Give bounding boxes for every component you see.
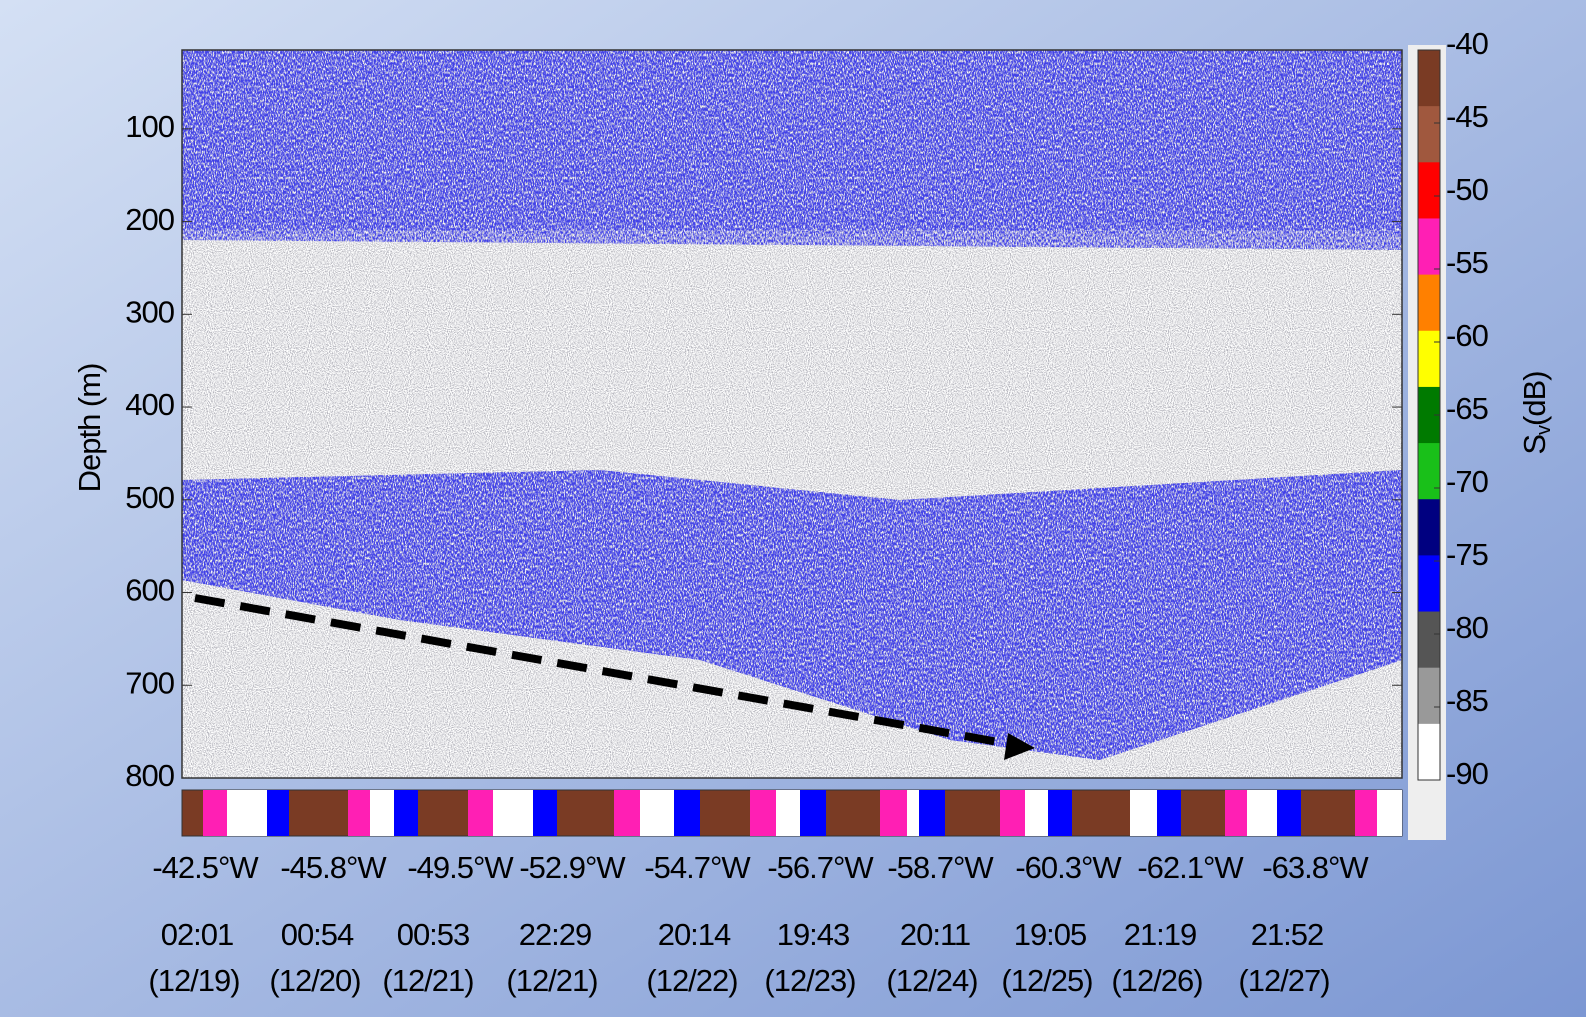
x-date-label: (12/24) bbox=[886, 963, 977, 998]
colorbar-tick-label: -65 bbox=[1446, 391, 1488, 426]
echogram bbox=[181, 49, 1403, 779]
x-date-label: (12/27) bbox=[1238, 963, 1329, 998]
colorbar-band bbox=[1418, 218, 1440, 276]
y-tick-label: 600 bbox=[125, 573, 174, 608]
colorbar-tick-label: -70 bbox=[1446, 464, 1489, 499]
x-time-label: 20:14 bbox=[658, 917, 731, 952]
x-date-label: (12/21) bbox=[506, 963, 597, 998]
colorbar-tick-label: -85 bbox=[1446, 683, 1488, 718]
colorbar-band bbox=[1418, 443, 1440, 500]
y-tick-label: 400 bbox=[125, 387, 174, 422]
y-tick-label: 800 bbox=[125, 758, 174, 793]
x-date-label: (12/21) bbox=[382, 963, 473, 998]
y-tick-label: 200 bbox=[125, 202, 174, 237]
y-tick-label: 300 bbox=[125, 294, 174, 329]
x-time-label: 00:54 bbox=[281, 917, 354, 952]
x-longitude-label: -42.5°W bbox=[152, 850, 259, 885]
x-time-label: 21:19 bbox=[1124, 917, 1197, 952]
x-longitude-label: -52.9°W bbox=[519, 850, 626, 885]
x-longitude-label: -45.8°W bbox=[280, 850, 387, 885]
plot-frame bbox=[181, 49, 1403, 779]
x-time-label: 19:43 bbox=[777, 917, 850, 952]
colorbar-band bbox=[1418, 162, 1440, 219]
colorbar-band bbox=[1418, 667, 1440, 725]
colorbar-band bbox=[1418, 330, 1440, 388]
colorbar-band bbox=[1418, 611, 1440, 669]
colorbar-band bbox=[1418, 723, 1440, 781]
arrow-head bbox=[1004, 733, 1035, 760]
x-longitude-label: -62.1°W bbox=[1137, 850, 1244, 885]
x-time-label: 20:11 bbox=[900, 917, 970, 952]
x-longitude-label: -56.7°W bbox=[767, 850, 874, 885]
x-date-label: (12/20) bbox=[269, 963, 360, 998]
colorbar-band bbox=[1418, 555, 1440, 613]
y-tick-label: 500 bbox=[125, 480, 174, 515]
colorbar-tick-label: -50 bbox=[1446, 172, 1489, 207]
x-longitude-label: -60.3°W bbox=[1015, 850, 1122, 885]
colorbar-tick-label: -45 bbox=[1446, 99, 1488, 134]
y-tick-label: 100 bbox=[125, 109, 174, 144]
x-date-label: (12/19) bbox=[148, 963, 239, 998]
colorbar-band bbox=[1418, 499, 1440, 556]
colorbar-band bbox=[1418, 386, 1440, 444]
x-time-label: 00:53 bbox=[397, 917, 470, 952]
x-date-label: (12/22) bbox=[646, 963, 737, 998]
x-time-label: 02:01 bbox=[161, 917, 234, 952]
x-longitude-label: -63.8°W bbox=[1262, 850, 1369, 885]
colorbar-band bbox=[1418, 274, 1440, 332]
day-night-strip bbox=[181, 789, 1403, 837]
colorbar-tick-label: -80 bbox=[1446, 610, 1489, 645]
x-time-label: 22:29 bbox=[519, 917, 592, 952]
colorbar-tick-label: -40 bbox=[1446, 26, 1489, 61]
colorbar-tick-label: -90 bbox=[1446, 756, 1489, 791]
colorbar-label: Sv(dB) bbox=[1517, 371, 1555, 454]
upper-layer-dense bbox=[182, 50, 1402, 230]
colorbar-tick-label: -60 bbox=[1446, 318, 1489, 353]
x-time-label: 19:05 bbox=[1014, 917, 1087, 952]
colorbar-label-sub: v bbox=[1533, 425, 1555, 435]
x-longitude-label: -49.5°W bbox=[407, 850, 514, 885]
y-tick-label: 700 bbox=[125, 665, 174, 700]
colorbar-label-unit: (dB) bbox=[1517, 371, 1552, 426]
x-time-label: 21:52 bbox=[1251, 917, 1324, 952]
y-axis-label: Depth (m) bbox=[72, 364, 107, 493]
x-date-label: (12/26) bbox=[1111, 963, 1202, 998]
x-longitude-label: -54.7°W bbox=[644, 850, 751, 885]
x-date-label: (12/25) bbox=[1001, 963, 1092, 998]
x-longitude-label: -58.7°W bbox=[887, 850, 994, 885]
x-date-label: (12/23) bbox=[764, 963, 855, 998]
trend-arrow bbox=[194, 594, 1016, 749]
colorbar-label-main: S bbox=[1517, 435, 1552, 455]
deep-layer-dense bbox=[182, 470, 1402, 760]
colorbar-tick-label: -55 bbox=[1446, 245, 1488, 280]
colorbar-tick-label: -75 bbox=[1446, 537, 1488, 572]
colorbar-band bbox=[1418, 106, 1440, 163]
colorbar-band bbox=[1418, 50, 1440, 107]
